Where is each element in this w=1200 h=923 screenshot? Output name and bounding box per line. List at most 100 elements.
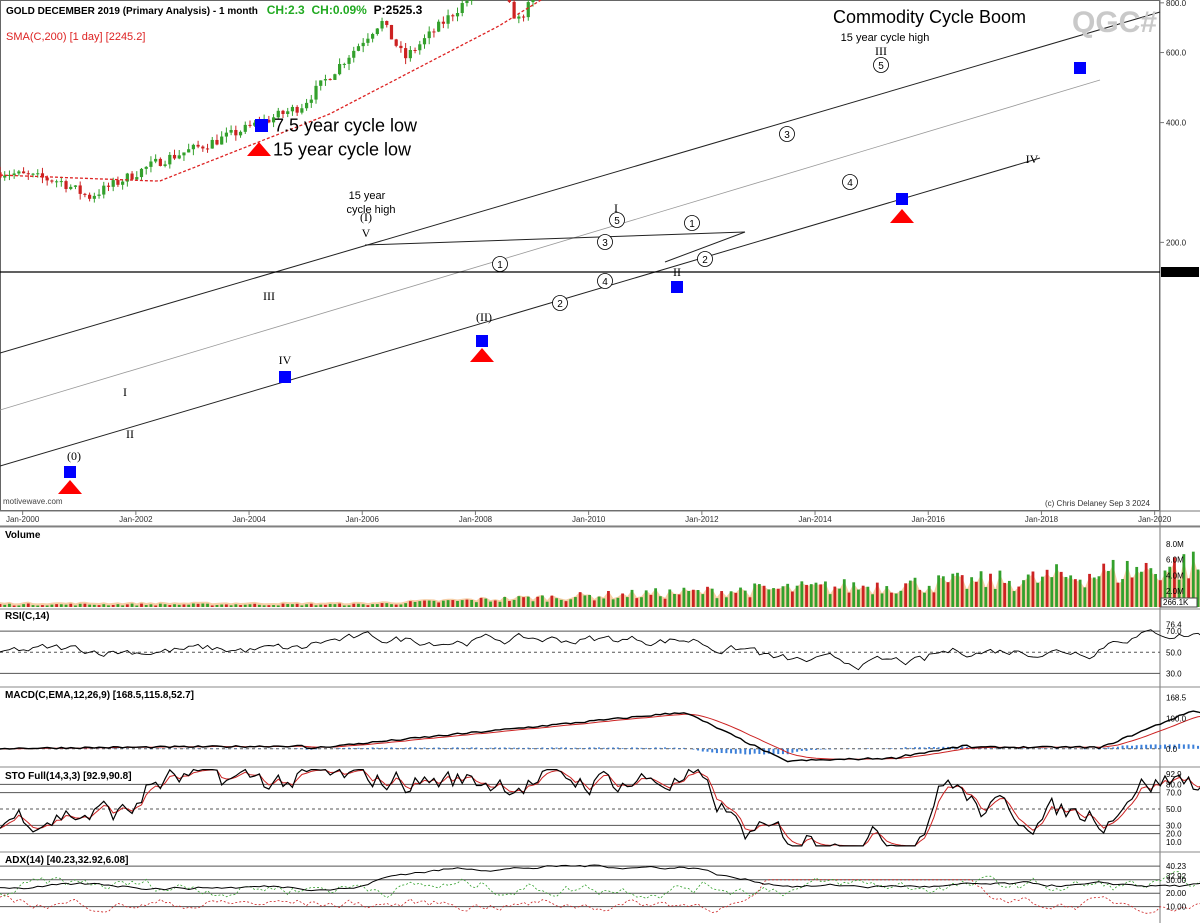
volume-bar	[1154, 573, 1157, 607]
candle	[408, 46, 412, 62]
wave-circle-label: 1	[492, 256, 508, 272]
wave-circle	[492, 256, 508, 272]
wave-label: III	[263, 289, 275, 303]
volume-bar	[102, 604, 106, 607]
macd-hist-bar	[824, 748, 827, 750]
cycle-low-7-5yr	[1074, 62, 1086, 74]
candle	[243, 121, 247, 134]
volume-bar	[1050, 577, 1054, 607]
candle-body	[92, 195, 96, 199]
price-plot: 261.8%(9914.8)100.0%(7861.8)200.0%(6463.…	[0, 0, 1161, 494]
macd-hist-bar	[470, 747, 473, 749]
candle	[83, 192, 87, 198]
volume-bar	[871, 594, 874, 607]
candle-body	[40, 173, 45, 178]
volume-bar	[258, 604, 261, 607]
candle	[314, 80, 318, 104]
macd-hist-bar	[781, 748, 784, 755]
candle-body	[295, 106, 299, 113]
macd-hist-bar	[692, 748, 695, 750]
candle-body	[31, 173, 35, 175]
candle-body	[342, 63, 346, 65]
volume-bar	[597, 596, 601, 607]
macd-hist-bar	[366, 747, 369, 749]
candle-body	[21, 171, 26, 174]
volume-bar	[41, 605, 44, 607]
sto-d-line	[0, 769, 1200, 847]
volume-bar	[168, 605, 172, 607]
volume-bar	[526, 596, 530, 607]
macd-hist-bar	[890, 748, 893, 749]
macd-hist-bar	[909, 747, 912, 749]
macd-hist-bar	[1116, 746, 1119, 749]
volume-bar	[328, 603, 332, 607]
macd-hist-bar	[645, 747, 648, 749]
x-tick-label: Jan-2014	[798, 515, 832, 524]
change-percent: CH:0.09%	[311, 3, 367, 17]
volume-bar	[286, 604, 290, 607]
candle	[422, 34, 427, 49]
volume-bar	[206, 603, 209, 607]
volume-bar	[357, 603, 360, 607]
volume-bar	[1107, 570, 1110, 607]
volume-bar	[83, 603, 87, 607]
cycle-low-7-5yr	[671, 281, 683, 293]
x-tick-label: Jan-2010	[572, 515, 606, 524]
wave-circle-text: 5	[878, 61, 884, 72]
macd-hist-bar	[371, 747, 374, 749]
volume-bar	[932, 592, 936, 607]
candle-body	[243, 124, 247, 132]
volume-bar	[1031, 571, 1035, 607]
volume-bar	[880, 593, 884, 607]
macd-hist-bar	[814, 748, 817, 750]
macd-hist-bar	[626, 748, 629, 749]
candle	[59, 176, 63, 187]
volume-bar	[1182, 554, 1186, 607]
macd-hist-bar	[612, 747, 615, 749]
macd-hist-bar	[829, 748, 832, 750]
volume-bar	[380, 603, 384, 607]
volume-bar	[474, 602, 478, 607]
volume-bar	[17, 605, 21, 607]
volume-title: Volume	[5, 530, 41, 541]
candle-body	[220, 136, 224, 145]
candle	[286, 107, 290, 118]
candle-body	[446, 15, 450, 24]
volume-badge-box	[1160, 597, 1198, 608]
macd-hist-bar	[942, 746, 945, 749]
macd-hist-bar	[527, 747, 530, 749]
volume-y-label: 4.0M	[1166, 571, 1184, 580]
macd-hist-bar	[461, 747, 464, 749]
macd-hist-bar	[352, 748, 355, 749]
macd-hist-bar	[343, 747, 346, 749]
candle-body	[413, 49, 417, 51]
macd-hist-bar	[376, 747, 379, 749]
volume-bar	[791, 591, 794, 607]
volume-bar	[125, 604, 129, 607]
volume-bar	[668, 589, 672, 607]
volume-bar	[630, 589, 634, 607]
candle	[465, 0, 469, 7]
volume-bar	[451, 600, 455, 607]
volume-bar	[1173, 557, 1176, 607]
candle	[78, 181, 82, 200]
macd-hist-bar	[989, 748, 992, 749]
candle-body	[172, 154, 177, 159]
candle	[139, 168, 144, 180]
cycle-low-15yr	[890, 209, 914, 223]
macd-hist-bar	[475, 747, 478, 749]
macd-hist-bar	[503, 747, 506, 749]
volume-bar	[1163, 570, 1167, 607]
candle	[342, 62, 346, 69]
volume-bar	[1158, 580, 1162, 607]
candle	[177, 150, 181, 160]
volume-bar	[913, 577, 917, 607]
sto-k-line	[0, 768, 1200, 847]
volume-bar	[550, 595, 554, 607]
candle	[304, 98, 309, 111]
volume-bar	[979, 571, 983, 607]
volume-bar	[691, 589, 695, 607]
macd-hist-bar	[640, 747, 643, 749]
volume-bar	[1121, 579, 1124, 607]
macd-hist-bar	[390, 747, 393, 749]
